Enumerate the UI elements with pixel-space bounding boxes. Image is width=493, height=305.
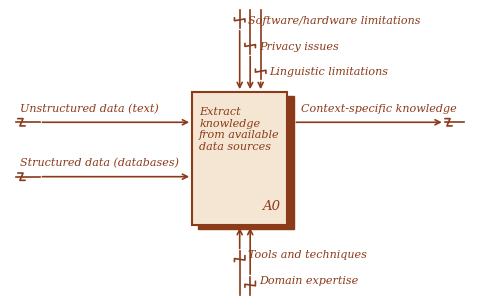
Text: Structured data (databases): Structured data (databases) [20, 158, 179, 168]
Text: Linguistic limitations: Linguistic limitations [269, 67, 388, 77]
Text: Tools and techniques: Tools and techniques [248, 250, 367, 260]
Text: Unstructured data (text): Unstructured data (text) [20, 103, 159, 114]
Text: Extract
knowledge
from available
data sources: Extract knowledge from available data so… [199, 107, 280, 152]
Text: Context-specific knowledge: Context-specific knowledge [301, 104, 457, 114]
Text: Software/hardware limitations: Software/hardware limitations [248, 16, 421, 26]
Text: A0: A0 [262, 200, 280, 213]
FancyBboxPatch shape [198, 96, 293, 229]
Text: Domain expertise: Domain expertise [259, 276, 358, 286]
Text: Privacy issues: Privacy issues [259, 42, 339, 52]
FancyBboxPatch shape [192, 92, 287, 225]
